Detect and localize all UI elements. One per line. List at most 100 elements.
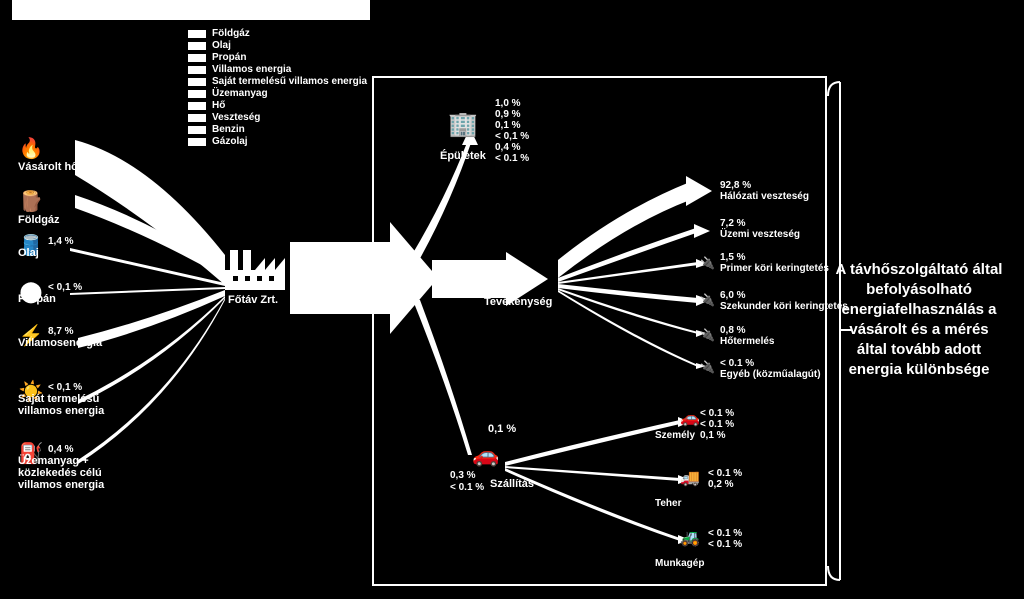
input-vasarolt-ho: 🔥 Vásárolt hő <box>18 135 78 173</box>
input-foldgaz: 🪵 Földgáz <box>18 188 60 226</box>
input-label: Saját termelésű villamos energia <box>18 393 128 417</box>
factory-label: Főtáv Zrt. <box>228 294 278 306</box>
legend-swatch <box>188 138 206 146</box>
output-szemely-label: Személy <box>655 430 695 441</box>
building-pct: 0,9 % <box>495 109 529 120</box>
legend-swatch <box>188 114 206 122</box>
output-primer: 1,5 % Primer köri keringtetés <box>720 252 829 274</box>
building-pcts: 1,0 % 0,9 % 0,1 % < 0,1 % 0,4 % < 0.1 % <box>495 98 529 164</box>
legend-swatch <box>188 30 206 38</box>
output-label: Üzemi veszteség <box>720 229 800 240</box>
input-label: Olaj <box>18 247 39 259</box>
output-munkagep-label: Munkagép <box>655 558 704 569</box>
input-olaj: 🛢️ 1,4 % Olaj <box>18 232 74 259</box>
output-egyeb: < 0.1 % Egyéb (közműalagút) <box>720 358 821 380</box>
excavator-icon: 🚜 <box>680 528 700 548</box>
car-icon: 🚗 <box>680 408 700 428</box>
legend: Földgáz Olaj Propán Villamos energia Saj… <box>188 28 367 148</box>
legend-swatch <box>188 42 206 50</box>
output-label: Primer köri keringtetés <box>720 263 829 274</box>
output-pct: 0,8 % <box>720 325 774 336</box>
transport-label: Szállítás <box>490 478 534 490</box>
building-pct: 0,4 % <box>495 142 529 153</box>
output-pct: < 0.1 % <box>700 408 734 419</box>
input-propan: ⬤ < 0,1 % Propán <box>18 278 82 305</box>
legend-swatch <box>188 78 206 86</box>
input-uzemanyag: ⛽ 0,4 % Üzemanyag + közlekedés célú vill… <box>18 440 138 491</box>
legend-swatch <box>188 102 206 110</box>
legend-swatch <box>188 90 206 98</box>
input-pct: < 0,1 % <box>48 382 82 393</box>
output-pct: 0,2 % <box>708 479 742 490</box>
buildings-icon: 🏢 <box>448 110 478 139</box>
activity-pct: 8,3 % <box>450 282 478 294</box>
output-pct: < 0.1 % <box>708 468 742 479</box>
plug-icon: 🔌 <box>700 328 715 342</box>
input-pct: 0,4 % <box>48 444 74 455</box>
factory-icon <box>225 240 285 290</box>
output-szemely: < 0.1 % < 0.1 % 0,1 % <box>700 408 734 441</box>
buildings-label: Épületek <box>440 150 486 162</box>
legend-swatch <box>188 54 206 62</box>
input-pct: 1,4 % <box>48 236 74 247</box>
output-halozati: 92,8 % Hálózati veszteség <box>720 180 809 202</box>
output-hotermeles: 0,8 % Hőtermelés <box>720 325 774 347</box>
input-label: Vásárolt hő <box>18 161 78 173</box>
output-uzemi: 7,2 % Üzemi veszteség <box>720 218 800 240</box>
legend-swatch <box>188 126 206 134</box>
output-pct: < 0.1 % <box>720 358 821 369</box>
output-label: Hőtermelés <box>720 336 774 347</box>
output-pct: < 0.1 % <box>700 419 734 430</box>
output-pct: < 0.1 % <box>708 539 742 550</box>
output-pct: < 0.1 % <box>708 528 742 539</box>
legend-label: Benzin <box>212 124 245 135</box>
output-pct: 1,5 % <box>720 252 829 263</box>
truck-icon: 🚚 <box>680 468 700 488</box>
input-sajat: ☀️ < 0,1 % Saját termelésű villamos ener… <box>18 378 128 417</box>
side-text: A távhőszolgáltató által befolyásolható … <box>834 260 1004 380</box>
legend-label: Villamos energia <box>212 64 291 75</box>
input-pct: < 0,1 % <box>48 282 82 293</box>
building-pct: < 0.1 % <box>495 153 529 164</box>
legend-label: Hő <box>212 100 225 111</box>
legend-label: Olaj <box>212 40 231 51</box>
legend-label: Földgáz <box>212 28 250 39</box>
transport-pct: 0,1 % <box>488 423 516 435</box>
flame-icon: 🔥 <box>18 135 44 161</box>
log-icon: 🪵 <box>18 188 44 214</box>
output-teher-label: Teher <box>655 498 682 509</box>
legend-label: Gázolaj <box>212 136 248 147</box>
output-pct: 7,2 % <box>720 218 800 229</box>
input-pct: 8,7 % <box>48 326 74 337</box>
output-pct: 92,8 % <box>720 180 809 191</box>
legend-label: Saját termelésű villamos energia <box>212 76 367 87</box>
input-label: Propán <box>18 293 56 305</box>
output-pct: 6,0 % <box>720 290 848 301</box>
legend-label: Veszteség <box>212 112 260 123</box>
legend-swatch <box>188 66 206 74</box>
output-label: Szekunder köri keringtetés <box>720 301 848 312</box>
legend-label: Üzemanyag <box>212 88 268 99</box>
building-pct: < 0,1 % <box>495 131 529 142</box>
building-pct: 1,0 % <box>495 98 529 109</box>
input-label: Földgáz <box>18 214 60 226</box>
input-label: Üzemanyag + közlekedés célú villamos ene… <box>18 455 138 491</box>
input-label: Villamosenergia <box>18 337 102 349</box>
output-szekunder: 6,0 % Szekunder köri keringtetés <box>720 290 848 312</box>
plug-icon: 🔌 <box>700 256 715 270</box>
transport-sub1: 0,3 % <box>450 470 476 481</box>
output-pct: 0,1 % <box>700 430 734 441</box>
output-munkagep: < 0.1 % < 0.1 % <box>708 528 742 550</box>
plug-icon: 🔌 <box>700 360 715 374</box>
activity-label: Tevékenység <box>484 296 552 308</box>
car-icon: 🚗 <box>472 442 499 468</box>
legend-label: Propán <box>212 52 246 63</box>
building-pct: 0,1 % <box>495 120 529 131</box>
input-villamos: ⚡ 8,7 % Villamosenergia <box>18 322 102 349</box>
plug-icon: 🔌 <box>700 293 715 307</box>
share-icon <box>490 268 512 296</box>
transport-sub2: < 0.1 % <box>450 482 484 493</box>
output-label: Egyéb (közműalagút) <box>720 369 821 380</box>
output-teher: < 0.1 % 0,2 % <box>708 468 742 490</box>
output-label: Hálózati veszteség <box>720 191 809 202</box>
